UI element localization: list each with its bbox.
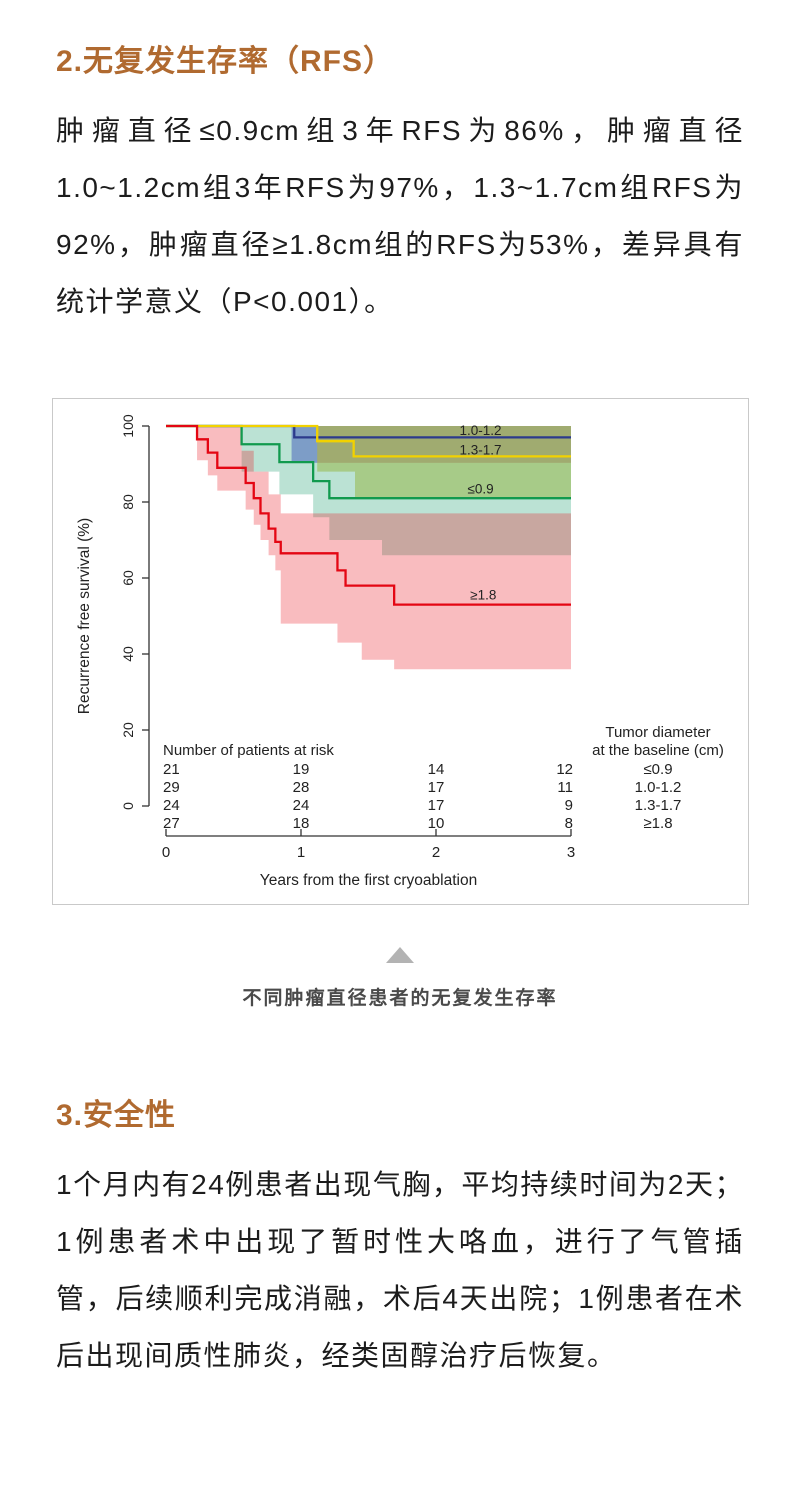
risk-count: 28 bbox=[293, 779, 310, 796]
section-heading-safety: 3.安全性 bbox=[56, 1099, 177, 1132]
risk-count: 27 bbox=[163, 815, 180, 832]
risk-count: 11 bbox=[557, 779, 573, 796]
x-tick-label: 3 bbox=[567, 844, 575, 861]
risk-count: 24 bbox=[163, 797, 180, 814]
km-curve-1.3-1.7 bbox=[166, 424, 571, 458]
safety-paragraph: 1个月内有24例患者出现气胸，平均持续时间为2天；1例患者术中出现了暂时性大咯血… bbox=[56, 1169, 744, 1371]
risk-count: 9 bbox=[565, 797, 573, 814]
x-tick-label: 0 bbox=[162, 844, 170, 861]
collapse-triangle-icon bbox=[386, 947, 414, 963]
risk-count: 24 bbox=[293, 797, 310, 814]
y-tick-label: 40 bbox=[120, 646, 136, 662]
risk-count: 18 bbox=[293, 815, 310, 832]
curve-label: ≤0.9 bbox=[467, 482, 493, 497]
y-tick-label: 0 bbox=[120, 802, 136, 810]
risk-group-label: ≤0.9 bbox=[643, 761, 672, 778]
curve-label: ≥1.8 bbox=[470, 588, 496, 603]
y-tick-label: 60 bbox=[120, 570, 136, 586]
figure-caption: 不同肿瘤直径患者的无复发生存率 bbox=[242, 988, 558, 1009]
risk-count: 8 bbox=[565, 815, 573, 832]
y-tick-label: 100 bbox=[120, 414, 136, 438]
ci-band-1.3-1.7-ci bbox=[317, 426, 571, 499]
risk-count: 21 bbox=[163, 761, 180, 778]
rfs-paragraph: 肿瘤直径≤0.9cm组3年RFS为86%，肿瘤直径1.0~1.2cm组3年RFS… bbox=[56, 115, 744, 317]
article-page: 2.无复发生存率（RFS） 肿瘤直径≤0.9cm组3年RFS为86%，肿瘤直径1… bbox=[52, 45, 749, 1371]
risk-table-title: Number of patients at risk bbox=[163, 742, 334, 759]
km-curve-≤0.9 bbox=[166, 424, 571, 500]
risk-count: 19 bbox=[293, 761, 310, 778]
risk-count: 10 bbox=[428, 815, 445, 832]
ci-band-0.9-ci bbox=[241, 426, 571, 556]
curve-label: 1.0-1.2 bbox=[460, 423, 502, 438]
km-curve-≥1.8 bbox=[166, 424, 571, 606]
risk-group-header: at the baseline (cm) bbox=[592, 742, 724, 759]
km-chart-figure: 0 20 40 60 80 100 Recurrence free survival (%)… bbox=[52, 398, 749, 905]
y-tick-label: 20 bbox=[120, 722, 136, 738]
risk-group-label: 1.3-1.7 bbox=[635, 797, 682, 814]
ci-band-1.8-ci bbox=[197, 426, 572, 670]
risk-count: 14 bbox=[428, 761, 445, 778]
x-tick-label: 2 bbox=[432, 844, 440, 861]
x-tick-label: 1 bbox=[297, 844, 305, 861]
section-heading-rfs: 2.无复发生存率（RFS） bbox=[56, 45, 395, 78]
x-axis-label: Years from the first cryoablation bbox=[260, 872, 477, 889]
risk-group-header: Tumor diameter bbox=[605, 724, 710, 741]
y-tick-label: 80 bbox=[120, 494, 136, 510]
risk-count: 12 bbox=[556, 761, 573, 778]
curve-label: 1.3-1.7 bbox=[460, 443, 502, 458]
risk-group-label: ≥1.8 bbox=[643, 815, 672, 832]
risk-count: 17 bbox=[428, 797, 445, 814]
risk-count: 17 bbox=[428, 779, 445, 796]
y-axis-label: Recurrence free survival (%) bbox=[76, 518, 93, 714]
risk-group-label: 1.0-1.2 bbox=[635, 779, 682, 796]
risk-count: 29 bbox=[163, 779, 180, 796]
